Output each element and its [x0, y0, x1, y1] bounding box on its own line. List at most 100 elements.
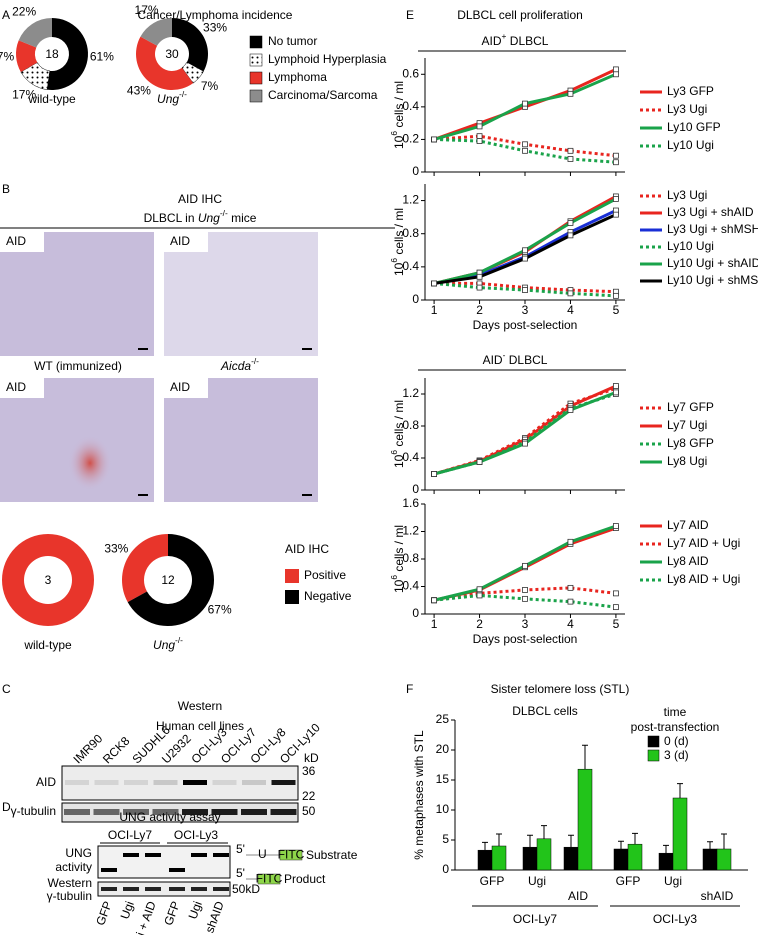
legend-label: Ly8 AID + Ugi: [667, 572, 740, 586]
panel-letter: B: [2, 182, 10, 196]
legend-label: Ly8 AID: [667, 554, 709, 568]
x-tick-label: GFP: [616, 874, 641, 888]
point: [522, 141, 528, 148]
error-bar: [721, 833, 727, 849]
wedge: [136, 36, 194, 90]
point: [476, 586, 483, 593]
point: [476, 284, 483, 291]
marker-label: 50kD: [232, 882, 260, 896]
x-tick-label: 1: [431, 303, 438, 317]
legend-label: Ly7 Ugi: [667, 418, 707, 432]
y-tick-label: 25: [436, 712, 450, 726]
legend-label: Ly7 AID + Ugi: [667, 536, 740, 550]
panel-letter: E: [406, 8, 414, 22]
bar: [536, 838, 552, 871]
y-tick-label: 0: [412, 164, 419, 178]
legend-label: Ly10 Ugi + shMSH2: [667, 273, 758, 287]
legend-label: Ly10 Ugi: [667, 138, 714, 152]
text-part: WT (immunized): [34, 359, 122, 373]
band: [124, 780, 148, 785]
y-axis-label: 106 cells / ml: [389, 400, 406, 468]
row-label: γ-tubulin: [11, 804, 56, 818]
y-tick-label: 0.4: [402, 579, 419, 593]
band: [169, 868, 185, 872]
panel-subtitle: DLBCL in Ung-/- mice: [144, 208, 257, 225]
band: [183, 780, 207, 785]
x-tick-label: 3: [522, 617, 529, 631]
image-tag: AID: [170, 234, 190, 248]
text-part: +: [502, 31, 507, 41]
error-bar: [677, 783, 683, 798]
band: [152, 809, 179, 815]
tag-box: [164, 378, 208, 398]
line: [433, 384, 617, 476]
prime: 5': [236, 866, 245, 880]
error-bar: [663, 844, 669, 854]
y-tick-label: 0.4: [402, 99, 419, 113]
scale-bar: [138, 348, 148, 350]
bar: [577, 768, 593, 871]
text-part: DLBCL in: [144, 211, 198, 225]
point: [522, 440, 528, 447]
point: [613, 71, 619, 78]
error-bar: [568, 834, 574, 848]
text-part: mice: [228, 211, 257, 225]
y-axis-label: 106 cells / ml: [389, 525, 406, 593]
y-tick-label: 0.8: [402, 551, 419, 565]
point: [476, 138, 483, 144]
row-label: AID: [36, 775, 56, 789]
x-tick-sublabel: shAID: [701, 889, 734, 903]
panel-title: UNG activity assay: [119, 810, 220, 824]
legend-swatch: [647, 735, 660, 748]
row-label: UNG: [65, 846, 92, 860]
bar: [672, 797, 688, 871]
wedge: [122, 534, 168, 603]
point: [567, 156, 574, 162]
text-part: -/-: [220, 208, 228, 218]
y-axis-label: 106 cells / ml: [389, 208, 406, 276]
image-tag: AID: [6, 234, 26, 248]
legend-title: AID IHC: [285, 542, 329, 556]
tag-box: [0, 232, 44, 252]
y-tick-label: 0: [412, 292, 419, 306]
point: [522, 100, 528, 107]
text-part: 6: [389, 258, 399, 263]
scale-bar: [302, 494, 312, 496]
marker-label: 50: [302, 804, 316, 818]
x-tick-label: 4: [567, 617, 574, 631]
text-part: 6: [389, 450, 399, 455]
tag-box: [0, 378, 44, 398]
y-tick-label: 10: [436, 802, 450, 816]
wedge: [127, 534, 215, 627]
text-part: Ung: [157, 92, 179, 106]
image-tag: AID: [6, 380, 26, 394]
panel-letter: A: [2, 8, 10, 22]
x-axis-label: Days post-selection: [473, 318, 578, 332]
text-part: cells / ml: [392, 400, 406, 450]
sub-label: Product: [284, 872, 326, 886]
error-bar: [482, 841, 488, 851]
point: [567, 220, 574, 226]
base: U: [258, 847, 267, 861]
text-part: -/-: [179, 89, 187, 99]
text-part: DLBCL: [505, 353, 547, 367]
blot: [97, 881, 231, 897]
value-label: 67%: [208, 603, 232, 617]
prime: 5': [236, 842, 245, 856]
x-tick-label: 5: [613, 617, 620, 631]
donut-center: 18: [45, 47, 59, 61]
text-part: 10: [392, 262, 406, 276]
point: [522, 587, 528, 593]
error-bar: [496, 833, 502, 846]
row-label: Western: [48, 876, 92, 890]
line: [433, 209, 617, 285]
lane-label: Ugi: [185, 899, 204, 921]
blot: [61, 802, 299, 823]
legend-swatch: [285, 590, 299, 604]
marker-label: 36: [302, 764, 316, 778]
y-tick-label: 0.8: [402, 226, 419, 240]
panel-letter: F: [406, 682, 413, 696]
x-tick-label: GFP: [480, 874, 505, 888]
point: [476, 123, 483, 130]
